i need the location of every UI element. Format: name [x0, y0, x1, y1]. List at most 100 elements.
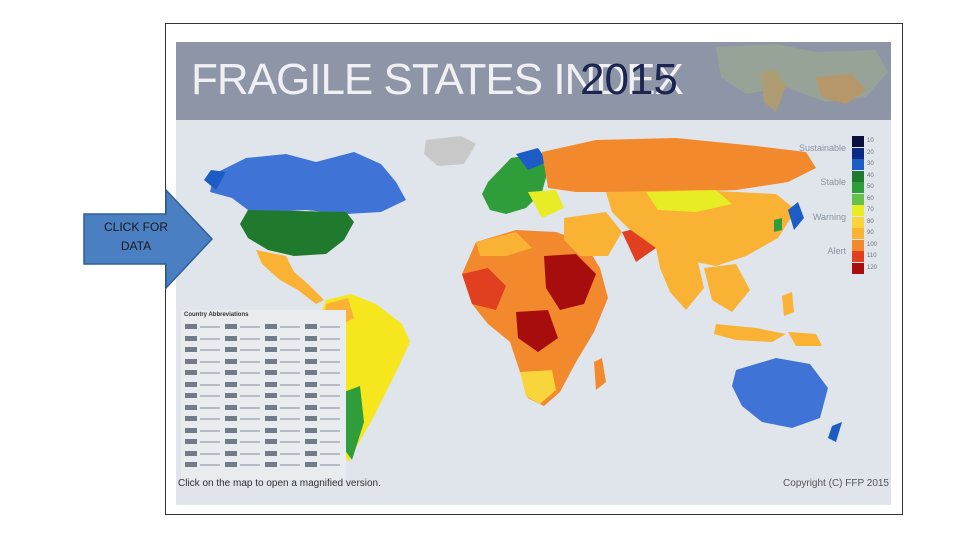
abbreviation-code [185, 450, 197, 456]
abbreviation-code [265, 358, 277, 364]
fragile-states-map[interactable]: FRAGILE STATES INDEX 2015 [176, 42, 891, 505]
country-abbreviations-panel: Country Abbreviations [181, 310, 346, 480]
abbreviation-country-name [280, 326, 300, 328]
abbreviation-code [225, 381, 237, 387]
abbreviation-country-name [240, 406, 260, 409]
abbreviation-code [225, 404, 237, 410]
southern-africa-region [520, 370, 556, 404]
scale-swatch-30 [852, 159, 864, 170]
abbreviation-code [265, 462, 277, 467]
abbreviation-country-name [240, 372, 260, 374]
map-title: FRAGILE STATES INDEX [191, 55, 684, 104]
central-africa-region [516, 310, 558, 352]
abbreviation-country-name [200, 337, 220, 340]
scale-word-alert: Alert [827, 246, 846, 257]
abbreviation-code [265, 427, 277, 433]
scale-value-50: 50 [867, 184, 874, 190]
abbreviation-code [185, 335, 197, 341]
abbreviation-country-name [200, 464, 220, 466]
abbreviation-country-name [280, 360, 300, 363]
abbreviation-country-name [200, 360, 220, 363]
abbreviation-code [265, 404, 277, 410]
score-scale: 10 20 30 40 50 60 70 80 90 100 110 120 Sustainable St… [798, 136, 888, 286]
north-africa-region [476, 232, 532, 256]
abbreviation-code [185, 439, 197, 444]
scale-word-warning: Warning [812, 211, 846, 222]
abbreviation-code [265, 381, 277, 387]
china-central-asia-region [606, 190, 796, 266]
scandinavia-region [516, 148, 548, 170]
scale-swatch-50 [852, 182, 864, 193]
abbreviation-country-name [200, 406, 220, 409]
abbreviation-country-name [240, 326, 260, 328]
abbreviation-code [265, 416, 277, 421]
footer-note[interactable]: Click on the map to open a magnified ver… [178, 478, 381, 489]
scale-value-10: 10 [867, 138, 874, 144]
abbreviation-country-name [320, 452, 340, 455]
abbreviation-code [185, 427, 197, 433]
abbreviation-country-name [200, 372, 220, 374]
korea-region [774, 218, 782, 232]
abbreviation-code [185, 358, 197, 364]
abbreviation-country-name [200, 429, 220, 432]
world-map [204, 44, 888, 462]
abbreviation-code [305, 416, 317, 421]
mexico-region [256, 250, 324, 304]
scale-value-110: 110 [867, 253, 877, 259]
scale-value-60: 60 [867, 195, 874, 202]
abbreviation-code [265, 347, 277, 352]
abbreviation-country-name [200, 349, 220, 351]
abbreviation-country-name [280, 418, 300, 420]
abbreviation-country-name [320, 326, 340, 328]
abbreviation-code [305, 370, 317, 375]
abbreviation-code [265, 393, 277, 398]
arrow-right-icon[interactable] [82, 188, 214, 290]
abbreviation-code [265, 324, 277, 329]
abbreviation-country-name [280, 349, 300, 351]
abbreviation-code [185, 381, 197, 387]
abbreviation-country-name [240, 383, 260, 386]
russia-region [542, 138, 816, 192]
abbreviation-country-name [280, 383, 300, 386]
abbreviation-country-name [280, 429, 300, 432]
abbreviation-code [305, 427, 317, 433]
abbreviation-code [225, 450, 237, 456]
abbreviation-code [305, 462, 317, 467]
abbreviation-country-name [200, 395, 220, 397]
abbreviation-country-name [320, 372, 340, 374]
abbreviation-code [185, 370, 197, 375]
abbreviation-country-name [200, 452, 220, 455]
map-year: 2015 [580, 55, 678, 104]
abbreviation-code [225, 358, 237, 364]
scale-swatch-110 [852, 251, 864, 262]
scale-swatch-40 [852, 170, 864, 182]
abbreviation-code [305, 381, 317, 387]
abbreviation-code [265, 370, 277, 375]
abbreviation-code [225, 393, 237, 398]
scale-word-sustainable: Sustainable [798, 142, 846, 153]
abbreviation-country-name [320, 418, 340, 420]
indonesia-region [714, 324, 786, 342]
abbreviation-code [305, 439, 317, 444]
abbreviation-country-name [240, 429, 260, 432]
chile-argentina-region [342, 386, 364, 460]
southeast-asia-region [704, 264, 750, 312]
balkans-region [528, 190, 564, 218]
canada-region [210, 152, 406, 214]
papua-region [788, 332, 822, 346]
alaska-region [204, 170, 226, 190]
abbreviation-country-name [280, 372, 300, 374]
abbreviation-country-name [320, 429, 340, 432]
abbreviation-country-name [200, 383, 220, 386]
abbreviation-country-name [320, 383, 340, 386]
middle-east-region [564, 212, 622, 256]
india-region [656, 248, 704, 310]
abbreviation-code [225, 370, 237, 375]
abbreviation-country-name [280, 395, 300, 397]
scale-value-90: 90 [867, 230, 874, 236]
abbreviation-code [305, 404, 317, 410]
abbreviation-code [185, 393, 197, 398]
abbreviation-country-name [320, 441, 340, 443]
abbreviation-country-name [280, 406, 300, 409]
abbreviation-code [305, 393, 317, 398]
